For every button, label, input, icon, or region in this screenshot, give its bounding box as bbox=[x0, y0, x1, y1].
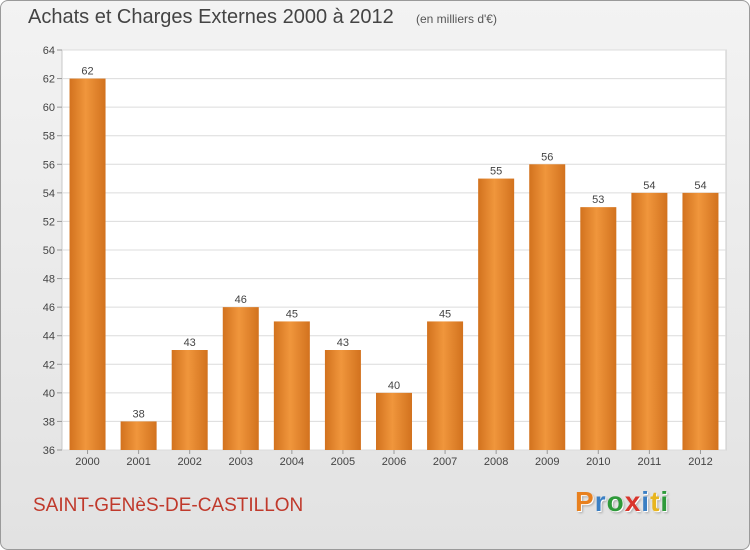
y-tick-label: 56 bbox=[43, 159, 55, 171]
x-tick-label: 2008 bbox=[484, 456, 508, 468]
y-tick-label: 40 bbox=[43, 388, 55, 400]
data-label: 45 bbox=[439, 308, 451, 320]
data-label: 46 bbox=[235, 294, 247, 306]
bar-2001 bbox=[120, 421, 157, 450]
y-tick-label: 62 bbox=[43, 74, 55, 86]
logo-letter: r bbox=[594, 486, 607, 517]
y-tick-label: 46 bbox=[43, 302, 55, 314]
y-tick-label: 44 bbox=[43, 331, 55, 343]
y-tick-label: 38 bbox=[43, 416, 55, 428]
data-labels: 62 38 43 46 45 43 40 45 55 56 53 54 54 bbox=[81, 66, 706, 421]
data-label: 43 bbox=[184, 337, 196, 349]
y-tick-label: 48 bbox=[43, 274, 55, 286]
x-tick-label: 2000 bbox=[75, 456, 99, 468]
y-tick-label: 54 bbox=[43, 188, 55, 200]
y-axis-tick-labels: 36 38 40 42 44 46 48 50 52 54 56 58 60 62 64 bbox=[43, 45, 55, 457]
bar-2008 bbox=[478, 178, 515, 451]
bar-2004 bbox=[273, 321, 310, 450]
x-tick-label: 2010 bbox=[586, 456, 610, 468]
data-label: 62 bbox=[81, 66, 93, 78]
logo-letter: P bbox=[575, 486, 595, 517]
x-tick-label: 2012 bbox=[688, 456, 712, 468]
bar-2011 bbox=[631, 192, 668, 450]
commune-name: SAINT-GENèS-DE-CASTILLON bbox=[33, 495, 304, 516]
data-label: 38 bbox=[132, 408, 144, 420]
logo-letter: t bbox=[650, 486, 661, 517]
bar-2003 bbox=[222, 307, 259, 450]
x-tick-label: 2006 bbox=[382, 456, 406, 468]
logo-letter: x bbox=[624, 486, 642, 517]
bar-2006 bbox=[376, 392, 412, 450]
x-tick-label: 2005 bbox=[331, 456, 355, 468]
data-label: 54 bbox=[643, 180, 655, 192]
bar-2002 bbox=[171, 350, 208, 450]
data-label: 43 bbox=[337, 337, 349, 349]
bar-2007 bbox=[427, 321, 464, 450]
x-tick-label: 2001 bbox=[126, 456, 150, 468]
proxiti-logo: Proxiti bbox=[575, 486, 669, 518]
x-tick-label: 2011 bbox=[638, 456, 662, 468]
data-label: 54 bbox=[694, 180, 706, 192]
data-label: 40 bbox=[388, 380, 400, 392]
bar-2000 bbox=[69, 78, 106, 451]
y-tick-label: 60 bbox=[43, 102, 55, 114]
y-tick-label: 58 bbox=[43, 131, 55, 143]
bar-2010 bbox=[580, 207, 617, 450]
chart-subtitle: (en milliers d'€) bbox=[416, 12, 497, 26]
bar-2005 bbox=[324, 350, 361, 450]
y-tick-label: 64 bbox=[43, 45, 55, 57]
y-tick-label: 36 bbox=[43, 445, 55, 457]
bars bbox=[69, 78, 719, 451]
data-label: 56 bbox=[541, 151, 553, 163]
x-tick-label: 2004 bbox=[280, 456, 304, 468]
x-axis-tick-labels: 2000 2001 2002 2003 2004 2005 2006 2007 2008 2009… bbox=[75, 450, 713, 468]
y-tick-label: 50 bbox=[43, 245, 55, 257]
bar-2009 bbox=[529, 164, 566, 451]
data-label: 55 bbox=[490, 166, 502, 178]
x-tick-label: 2007 bbox=[433, 456, 457, 468]
x-tick-label: 2002 bbox=[177, 456, 201, 468]
y-tick-label: 52 bbox=[43, 216, 55, 228]
x-tick-label: 2009 bbox=[535, 456, 559, 468]
logo-letter: i bbox=[641, 486, 651, 517]
bar-2012 bbox=[682, 192, 719, 450]
logo-letter: o bbox=[606, 486, 625, 517]
data-label: 53 bbox=[592, 194, 604, 206]
chart-title: Achats et Charges Externes 2000 à 2012 bbox=[28, 6, 394, 28]
x-tick-label: 2003 bbox=[229, 456, 253, 468]
y-tick-label: 42 bbox=[43, 359, 55, 371]
logo-letter: i bbox=[660, 486, 670, 517]
data-label: 45 bbox=[286, 308, 298, 320]
